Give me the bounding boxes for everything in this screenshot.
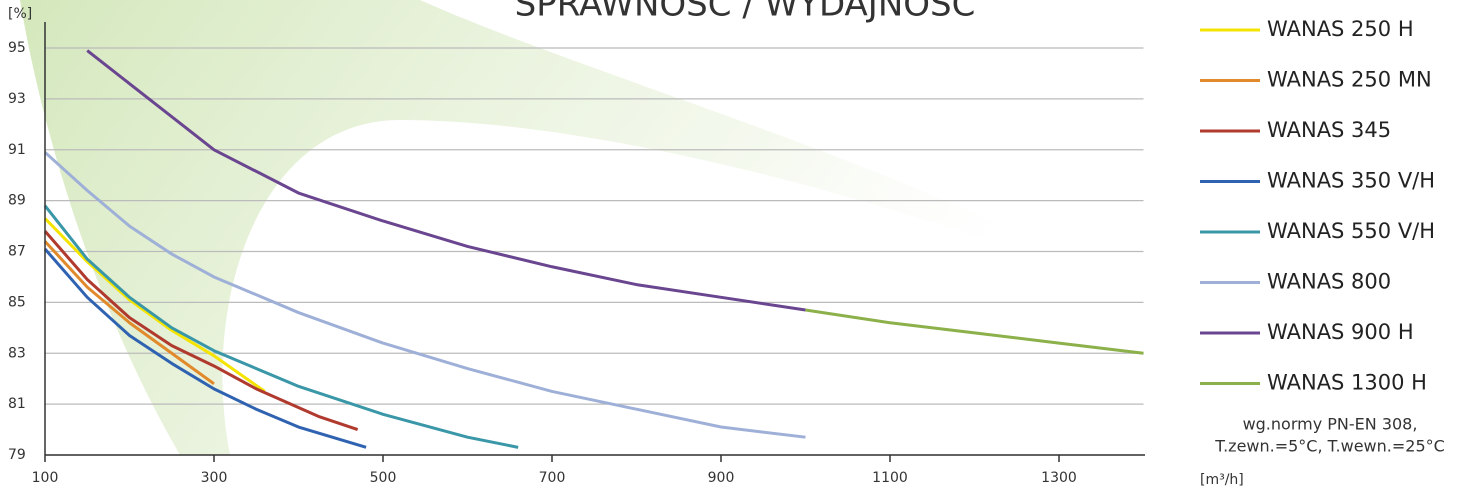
y-tick-label: 79: [8, 447, 26, 463]
series-line: [43, 217, 266, 393]
series-line: [805, 308, 1144, 355]
y-tick-label: 87: [8, 244, 26, 260]
legend-label: WANAS 350 V/H: [1267, 169, 1435, 193]
series-line: [43, 247, 367, 449]
y-tick-label: 89: [8, 193, 26, 209]
x-tick-label: 100: [32, 470, 59, 486]
y-tick-label: 81: [8, 396, 26, 412]
y-tick-label: 95: [8, 40, 26, 56]
legend-label: WANAS 250 MN: [1267, 68, 1432, 92]
x-tick-label: 900: [708, 470, 735, 486]
x-tick-label: 500: [370, 470, 397, 486]
legend-label: WANAS 800: [1267, 270, 1391, 294]
y-axis-label: [%]: [8, 6, 32, 22]
legend-label: WANAS 250 H: [1267, 17, 1414, 41]
series-line: [86, 49, 806, 312]
series-line: [43, 204, 519, 449]
series-line: [43, 240, 215, 385]
x-tick-label: 700: [539, 470, 566, 486]
legend-label: WANAS 1300 H: [1267, 371, 1427, 395]
legend-label: WANAS 345: [1267, 118, 1391, 142]
x-tick-label: 1300: [1041, 470, 1077, 486]
x-tick-label: 300: [201, 470, 228, 486]
x-tick-label: 1100: [872, 470, 908, 486]
series-line: [43, 151, 806, 439]
legend-label: WANAS 900 H: [1267, 320, 1414, 344]
note: T.zewn.=5°C, T.wewn.=25°C: [1214, 437, 1445, 456]
y-tick-label: 93: [8, 91, 26, 107]
y-tick-label: 83: [8, 345, 26, 361]
legend-label: WANAS 550 V/H: [1267, 219, 1435, 243]
y-tick-label: 85: [8, 294, 26, 310]
grid: [45, 47, 1144, 456]
x-axis-label: [m³/h]: [1200, 472, 1244, 488]
y-tick-label: 91: [8, 142, 26, 158]
series-line: [43, 230, 359, 431]
note: wg.normy PN-EN 308,: [1243, 415, 1418, 434]
chart-title: SPRAWNOŚĆ / WYDAJNOŚĆ: [515, 0, 976, 25]
lines: [43, 49, 1144, 449]
background-swoosh: [20, 0, 1150, 455]
